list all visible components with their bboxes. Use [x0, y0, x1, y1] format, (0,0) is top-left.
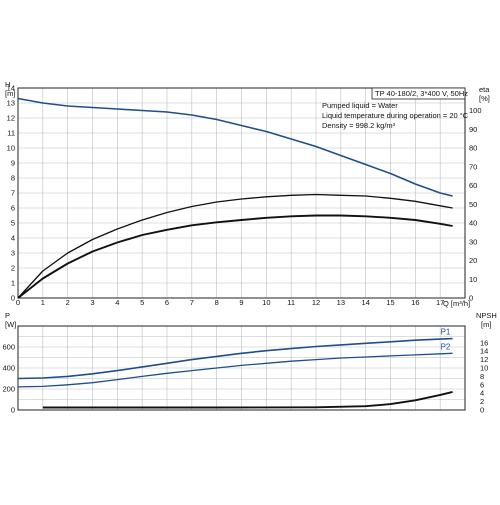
head-tick-label: 12	[7, 114, 15, 123]
head-tick-label: 2	[11, 264, 15, 273]
power-tick-label: 0	[11, 406, 15, 415]
head-tick-label: 3	[11, 249, 15, 258]
x-tick-label: 6	[165, 298, 169, 307]
power-p1-curve	[17, 337, 453, 380]
efficiency-tick-label: 50	[469, 200, 477, 209]
efficiency-tick-label: 70	[469, 162, 477, 171]
head-tick-label: 0	[11, 294, 15, 303]
power-p2-curve	[17, 352, 453, 388]
efficiency-tick-label: 40	[469, 219, 477, 228]
power-tick-label: 200	[2, 385, 15, 394]
head-curve	[17, 97, 453, 197]
npsh-axis-unit: [m]	[481, 320, 491, 329]
head-tick-label: 4	[11, 234, 15, 243]
npsh-tick-label: 0	[480, 406, 484, 415]
flow-axis-label: Q [m³/h]	[443, 299, 470, 308]
x-tick-label: 2	[66, 298, 70, 307]
efficiency-tick-label: 100	[469, 106, 482, 115]
pump-title: TP 40-180/2, 3*400 V, 50Hz	[375, 89, 468, 98]
x-tick-label: 17	[436, 298, 444, 307]
head-axis-unit: [m]	[5, 89, 15, 98]
x-tick-label: 15	[386, 298, 394, 307]
npsh-tick-label: 8	[480, 372, 484, 381]
npsh-tick-label: 4	[480, 389, 484, 398]
x-tick-label: 9	[239, 298, 243, 307]
x-tick-label: 10	[262, 298, 270, 307]
head-tick-label: 7	[11, 189, 15, 198]
power-npsh-series: P1 P2	[17, 328, 453, 409]
info-line-liquid: Pumped liquid = Water	[322, 101, 398, 110]
efficiency-tick-label: 0	[469, 294, 473, 303]
info-line-temperature: Liquid temperature during operation = 20…	[322, 111, 469, 120]
npsh-tick-label: 10	[480, 364, 488, 373]
efficiency-tick-label: 20	[469, 256, 477, 265]
x-tick-label: 12	[312, 298, 320, 307]
head-efficiency-ticks: 0 1 2 3 4 5 6 7 8 9 10 11 12 13 14 15 16 1701234567891011…	[7, 84, 482, 308]
x-tick-label: 14	[361, 298, 369, 307]
series-label: P2	[441, 342, 451, 351]
efficiency-curve-lower	[17, 214, 453, 299]
power-axis-label: P	[5, 311, 10, 320]
head-efficiency-plot-frame	[17, 87, 466, 299]
npsh-tick-label: 12	[480, 355, 488, 364]
head-tick-label: 14	[7, 84, 15, 93]
x-tick-label: 3	[90, 298, 94, 307]
head-tick-label: 1	[11, 279, 15, 288]
power-axis-unit: [W]	[5, 320, 16, 329]
npsh-curve	[42, 390, 453, 409]
npsh-tick-label: 2	[480, 397, 484, 406]
head-tick-label: 6	[11, 204, 15, 213]
power-npsh-grid	[18, 326, 465, 410]
x-tick-label: 1	[41, 298, 45, 307]
pump-title-box	[371, 87, 466, 100]
efficiency-tick-label: 60	[469, 181, 477, 190]
x-tick-label: 11	[287, 298, 295, 307]
npsh-tick-label: 14	[480, 347, 488, 356]
head-tick-label: 10	[7, 144, 15, 153]
efficiency-axis-label: eta	[479, 85, 490, 94]
npsh-tick-label: 16	[480, 338, 488, 347]
head-axis-label: H	[5, 80, 10, 89]
efficiency-tick-label: 80	[469, 144, 477, 153]
efficiency-tick-label: 30	[469, 237, 477, 246]
x-tick-label: 5	[140, 298, 144, 307]
series-label: P1	[441, 328, 451, 337]
head-tick-label: 11	[7, 129, 15, 138]
power-tick-label: 400	[2, 364, 15, 373]
efficiency-curve-upper	[17, 193, 453, 299]
efficiency-tick-label: 90	[469, 125, 477, 134]
head-tick-label: 9	[11, 159, 15, 168]
efficiency-tick-label: 10	[469, 275, 477, 284]
info-line-density: Density = 998.2 kg/m³	[322, 121, 396, 130]
head-tick-label: 13	[7, 99, 15, 108]
npsh-tick-label: 6	[480, 380, 484, 389]
efficiency-axis-unit: [%]	[479, 94, 490, 103]
power-tick-label: 600	[2, 343, 15, 352]
head-efficiency-series	[17, 97, 453, 299]
x-tick-label: 13	[337, 298, 345, 307]
x-tick-label: 7	[190, 298, 194, 307]
x-tick-label: 8	[215, 298, 219, 307]
power-npsh-plot-frame	[17, 325, 466, 411]
npsh-axis-label: NPSH	[476, 311, 497, 320]
x-tick-label: 4	[115, 298, 119, 307]
x-tick-label: 0	[16, 298, 20, 307]
head-tick-label: 8	[11, 174, 15, 183]
head-tick-label: 5	[11, 219, 15, 228]
x-tick-label: 16	[411, 298, 419, 307]
